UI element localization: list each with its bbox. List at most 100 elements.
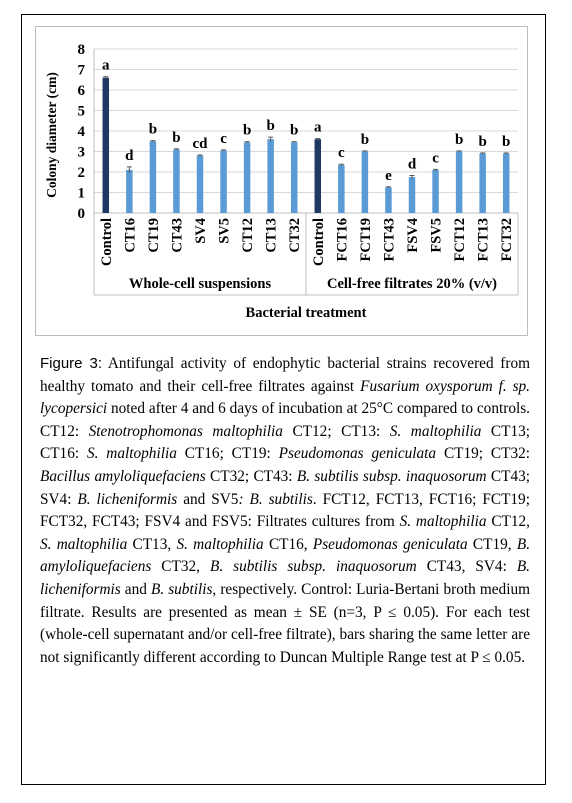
significance-letter: b: [266, 118, 274, 134]
caption-text-run: CT32,: [151, 558, 210, 576]
caption-italic-run: B. subtilis subsp. inaquosorum: [296, 467, 487, 485]
caption-italic-run: B. subtilis subsp. inaquosorum: [209, 558, 417, 576]
caption-text-run: CT12,: [486, 513, 530, 531]
category-label: FCT13: [476, 218, 492, 262]
category-label: FCT43: [381, 218, 397, 262]
category-label: CT43: [169, 218, 185, 253]
group-label: Cell-free filtrates 20% (v/v): [327, 276, 497, 292]
caption-body: Antifungal activity of endophytic bacter…: [40, 355, 530, 666]
y-tick-label: 4: [78, 124, 86, 140]
caption-italic-run: B. licheniformis: [40, 558, 530, 598]
bar: [102, 77, 110, 213]
bar: [385, 187, 392, 213]
caption-text-run: CT16,: [263, 535, 313, 553]
caption-text-run: . FCT12, FCT13, FCT16; FCT19; FCT32, FCT…: [40, 490, 530, 531]
category-label: SV4: [193, 218, 209, 244]
caption-text-run: , respectively. Control: Luria-Bertani b…: [40, 580, 530, 666]
caption-text-run: and: [120, 580, 151, 598]
caption-text-run: CT32; CT43:: [205, 467, 297, 485]
bar: [243, 142, 251, 213]
bar: [126, 169, 133, 213]
category-label: Control: [311, 218, 327, 266]
significance-letter: a: [314, 120, 322, 136]
bar: [479, 153, 486, 213]
category-label: FCT12: [452, 218, 468, 262]
significance-letter: c: [220, 131, 227, 147]
caption-italic-run: B. amyloliquefaciens: [40, 535, 531, 576]
bar: [502, 153, 510, 213]
caption-text-run: and SV5: [177, 490, 239, 508]
caption-italic-run: S. maltophilia: [40, 535, 128, 553]
y-tick-label: 0: [78, 206, 86, 222]
significance-letter: c: [338, 145, 345, 161]
bar: [267, 139, 274, 213]
y-tick-label: 1: [78, 186, 86, 202]
bar-chart: 0 1 2 3 4 5 6 7 8 Colony diameter (cm) a Control d CT…: [35, 26, 528, 336]
caption-text-run: Antifungal activity of endophytic bacter…: [40, 355, 530, 395]
caption-italic-run: S. maltophilia: [176, 535, 264, 553]
y-axis-title: Colony diameter (cm): [44, 72, 59, 198]
group-label: Whole-cell suspensions: [129, 276, 272, 292]
bar: [196, 155, 204, 213]
bar: [173, 149, 180, 213]
category-label: CT19: [146, 218, 162, 253]
category-label: CT13: [264, 218, 280, 253]
bar: [455, 151, 463, 213]
caption-italic-run: S. maltophilia: [399, 513, 487, 531]
category-label: CT16: [122, 218, 138, 253]
significance-letter: e: [385, 168, 392, 184]
x-axis-title: Bacterial treatment: [246, 305, 367, 321]
caption-text-run: CT13; CT16:: [40, 422, 531, 463]
category-label: FSV4: [405, 218, 421, 253]
category-label: FCT19: [358, 218, 374, 262]
category-label: FSV5: [429, 218, 445, 253]
significance-letter: b: [172, 130, 180, 146]
caption-italic-run: Pseudomonas geniculata: [312, 535, 468, 553]
caption-text-run: noted after 4 and 6 days of incubation a…: [40, 400, 530, 440]
significance-letter: b: [243, 123, 251, 139]
figure-label: Figure 3:: [40, 355, 103, 372]
significance-letter: b: [149, 122, 157, 138]
caption-italic-run: Fusarium oxysporum f. sp. lycopersici: [40, 377, 531, 418]
bar: [338, 164, 345, 213]
category-label: Control: [99, 218, 115, 266]
bar: [149, 141, 157, 213]
caption-italic-run: Bacillus amyloliquefaciens: [40, 467, 206, 485]
category-label: CT32: [287, 218, 303, 253]
caption-text-run: CT43, SV4:: [416, 558, 517, 576]
y-tick-label: 2: [78, 165, 86, 181]
caption-text-run: CT16; CT19:: [176, 445, 279, 463]
caption-text-run: CT12; CT13:: [282, 422, 390, 440]
caption-text-run: CT13,: [127, 535, 177, 553]
bar: [432, 169, 439, 213]
category-label: FCT16: [334, 218, 350, 262]
y-tick-label: 3: [78, 145, 86, 161]
figure-frame: [21, 14, 546, 785]
caption-italic-run: B. licheniformis: [77, 490, 178, 508]
y-tick-label: 8: [78, 42, 86, 58]
y-tick-label: 6: [78, 83, 86, 99]
significance-letter: d: [125, 148, 134, 164]
caption-text-run: CT19; CT32:: [436, 445, 530, 463]
bar: [361, 151, 369, 213]
caption-italic-run: : B. subtilis: [238, 490, 313, 508]
significance-letter: b: [455, 132, 463, 148]
y-tick-label: 7: [78, 63, 86, 79]
bar: [290, 142, 298, 213]
y-tick-label: 5: [78, 104, 86, 120]
significance-letter: d: [408, 156, 417, 172]
significance-letter: a: [102, 58, 110, 74]
significance-letter: b: [361, 132, 369, 148]
caption-text-run: CT19,: [467, 535, 517, 553]
significance-letter: cd: [193, 136, 209, 152]
caption-italic-run: S. maltophilia: [389, 422, 482, 440]
caption-italic-run: Stenotrophomonas maltophilia: [88, 422, 283, 440]
significance-letter: c: [432, 150, 439, 166]
caption-italic-run: S. maltophilia: [86, 445, 177, 463]
caption-text-run: CT43; SV4:: [40, 467, 530, 508]
bar: [408, 177, 416, 213]
caption-italic-run: Pseudomonas geniculata: [278, 445, 437, 463]
category-label: FCT32: [499, 218, 515, 262]
significance-letter: b: [290, 123, 298, 139]
significance-letter: b: [478, 134, 486, 150]
